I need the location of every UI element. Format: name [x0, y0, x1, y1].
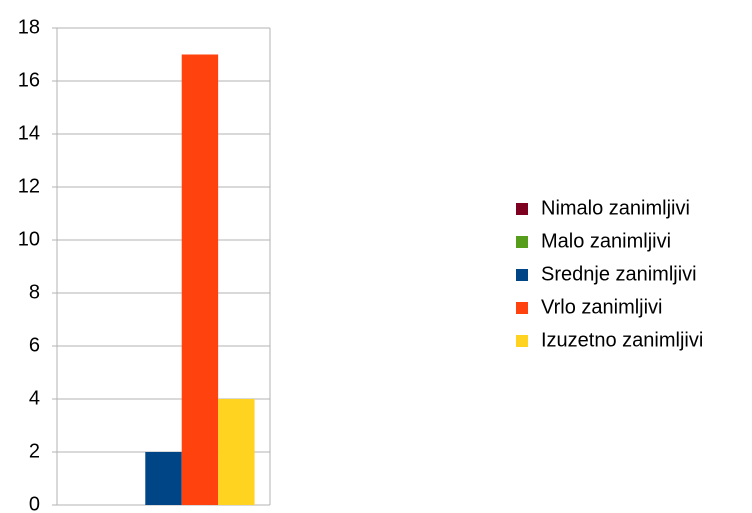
y-tick-label: 8: [29, 281, 40, 303]
bar: [218, 399, 255, 505]
legend-swatch: [516, 269, 528, 281]
y-tick-label: 4: [29, 387, 40, 409]
y-tick-label: 14: [18, 122, 40, 144]
legend-label: Vrlo zanimljivi: [541, 296, 663, 318]
legend-swatch: [516, 302, 528, 314]
y-tick-label: 18: [18, 16, 40, 38]
legend-swatch: [516, 335, 528, 347]
y-tick-label: 0: [29, 493, 40, 513]
y-tick-label: 6: [29, 334, 40, 356]
legend-label: Nimalo zanimljivi: [541, 197, 690, 219]
y-tick-label: 16: [18, 69, 40, 91]
legend-label: Srednje zanimljivi: [541, 263, 697, 285]
bar: [181, 54, 219, 505]
bar: [145, 452, 182, 505]
legend-swatch: [516, 203, 528, 215]
legend-swatch: [516, 236, 528, 248]
legend-label: Izuzetno zanimljivi: [541, 329, 703, 351]
y-tick-label: 10: [18, 228, 40, 250]
legend-label: Malo zanimljivi: [541, 230, 671, 252]
y-tick-label: 2: [29, 440, 40, 462]
y-tick-label: 12: [18, 175, 40, 197]
